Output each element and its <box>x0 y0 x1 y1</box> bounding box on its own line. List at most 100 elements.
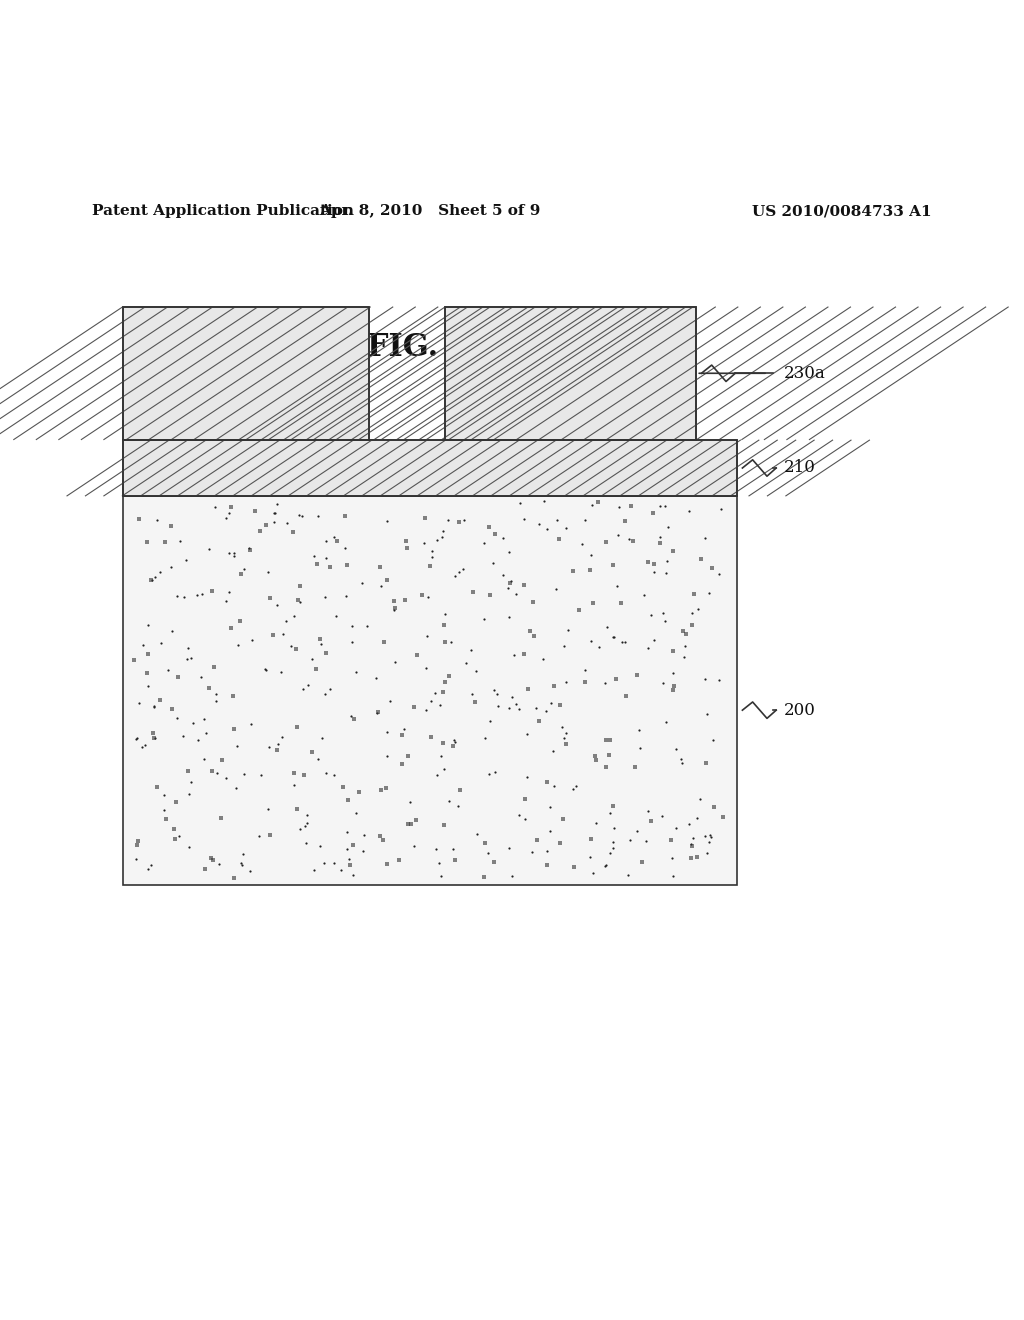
Point <box>500 577 516 598</box>
Point <box>266 512 283 533</box>
Point <box>480 763 497 784</box>
Point <box>303 742 319 763</box>
Point <box>665 663 681 684</box>
Point <box>582 560 598 581</box>
Point <box>476 532 493 553</box>
Point <box>423 690 439 711</box>
Point <box>152 561 168 582</box>
Point <box>283 635 299 656</box>
Point <box>286 774 302 795</box>
Point <box>234 843 251 865</box>
Point <box>515 508 531 529</box>
Point <box>655 602 672 623</box>
Point <box>209 763 225 784</box>
Point <box>539 855 555 876</box>
Point <box>181 836 198 857</box>
Point <box>450 796 466 817</box>
Point <box>273 726 290 747</box>
Point <box>696 825 713 846</box>
Point <box>285 521 301 543</box>
Point <box>528 829 545 850</box>
Point <box>157 532 173 553</box>
Point <box>169 708 185 729</box>
Point <box>147 566 164 587</box>
Point <box>228 777 245 799</box>
Point <box>522 620 539 642</box>
Point <box>558 722 574 743</box>
Point <box>713 498 729 519</box>
Point <box>137 735 154 756</box>
Point <box>620 865 636 886</box>
Point <box>696 668 713 689</box>
Point <box>549 510 565 531</box>
Point <box>531 513 548 535</box>
Point <box>394 752 411 774</box>
Point <box>517 808 534 829</box>
Point <box>605 626 622 647</box>
Point <box>292 591 308 612</box>
Point <box>166 818 182 840</box>
Point <box>520 678 537 700</box>
Point <box>139 644 156 665</box>
Text: FIG. 2A: FIG. 2A <box>367 333 494 363</box>
Point <box>212 807 228 828</box>
Point <box>654 672 671 693</box>
Point <box>401 792 418 813</box>
Point <box>612 593 629 614</box>
Point <box>485 678 502 700</box>
Point <box>446 850 463 871</box>
Point <box>598 854 614 875</box>
Point <box>322 556 338 577</box>
Point <box>163 515 179 536</box>
Point <box>400 746 417 767</box>
Point <box>298 804 314 825</box>
Point <box>182 772 199 793</box>
Point <box>274 623 291 644</box>
Point <box>313 727 330 748</box>
Point <box>233 854 250 875</box>
Point <box>657 562 674 583</box>
Point <box>289 799 305 820</box>
Point <box>542 821 558 842</box>
Point <box>288 639 304 660</box>
Point <box>598 532 614 553</box>
Point <box>435 814 452 836</box>
Point <box>590 491 606 512</box>
Point <box>313 634 330 655</box>
Point <box>584 494 600 515</box>
Point <box>262 587 279 609</box>
Point <box>258 515 274 536</box>
Point <box>343 631 359 652</box>
Point <box>705 558 721 579</box>
Point <box>583 630 599 651</box>
Point <box>518 723 535 744</box>
Point <box>197 709 213 730</box>
Text: 230a: 230a <box>783 364 825 381</box>
Point <box>342 854 358 875</box>
Point <box>297 816 313 837</box>
Point <box>621 528 637 549</box>
Point <box>645 553 662 574</box>
Point <box>683 834 699 855</box>
Point <box>601 803 617 824</box>
Point <box>545 741 561 762</box>
Point <box>339 554 355 576</box>
Point <box>610 524 627 545</box>
Point <box>429 764 445 785</box>
Point <box>597 672 613 693</box>
Point <box>292 818 308 840</box>
Point <box>130 692 146 713</box>
Point <box>353 573 370 594</box>
Point <box>339 838 355 859</box>
Point <box>447 731 464 752</box>
Point <box>701 582 718 603</box>
Bar <box>123 306 369 440</box>
Point <box>300 675 316 696</box>
Point <box>422 556 438 577</box>
Point <box>604 837 621 858</box>
Point <box>140 676 157 697</box>
Point <box>613 632 630 653</box>
Point <box>139 859 156 880</box>
Bar <box>123 440 737 496</box>
Point <box>583 544 599 565</box>
